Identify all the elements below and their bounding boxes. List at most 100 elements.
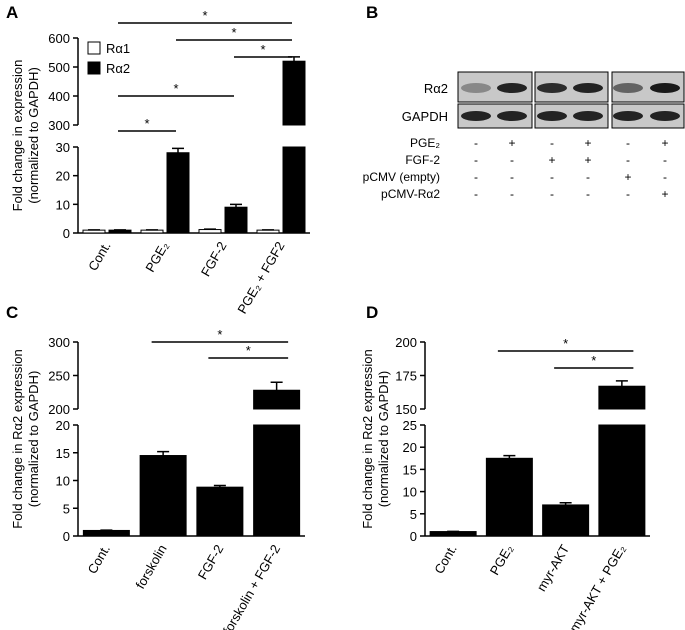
condition-sign: - (474, 170, 478, 184)
error-bar (230, 203, 242, 208)
y-tick-label: 0 (63, 529, 70, 544)
blot-band (461, 83, 491, 93)
blot-band (573, 83, 603, 93)
blot-band (537, 111, 567, 121)
y-tick-label: 0 (63, 226, 70, 241)
bar (253, 424, 301, 537)
condition-sign: - (626, 136, 630, 150)
y-tick-label: 30 (56, 140, 70, 155)
legend-label: Rα1 (106, 41, 130, 56)
x-tick-label: Cont. (431, 542, 460, 576)
bar (598, 424, 646, 537)
significance-label: * (202, 8, 207, 23)
y-tick-label: 5 (63, 501, 70, 516)
condition-sign: + (584, 136, 591, 150)
y-tick-label: 10 (56, 197, 70, 212)
error-bar (559, 501, 572, 505)
panel-letter: D (366, 303, 378, 322)
condition-sign: - (663, 153, 667, 167)
y-tick-label: 250 (48, 369, 70, 384)
y-tick-label: 15 (403, 462, 417, 477)
y-tick-label: 300 (48, 118, 70, 133)
bar (542, 504, 590, 537)
x-tick-label: FGF-2 (198, 239, 230, 279)
error-bar (157, 450, 170, 456)
y-tick-label: 0 (410, 529, 417, 544)
x-tick-label: Cont. (85, 239, 114, 273)
significance-label: * (231, 25, 236, 40)
x-tick-label: PGE₂ (487, 542, 516, 578)
bar (139, 455, 187, 537)
condition-sign: - (586, 170, 590, 184)
bar (282, 146, 306, 234)
x-tick-label: myr-AKT + PGE₂ (566, 542, 628, 630)
x-tick-label: forskolin (133, 542, 170, 591)
blot-frame (457, 71, 533, 103)
condition-sign: + (661, 136, 668, 150)
blot-band (650, 111, 680, 121)
panel-letter: C (6, 303, 18, 322)
significance-label: * (217, 327, 222, 342)
condition-sign: - (474, 136, 478, 150)
y-tick-label: 175 (395, 369, 417, 384)
bar (198, 229, 222, 234)
y-axis-label: (normalized to GAPDH) (26, 371, 41, 508)
condition-label: pCMV (empty) (363, 170, 440, 184)
condition-sign: - (663, 170, 667, 184)
y-axis-label: Fold change in Rα2 expression (10, 349, 25, 529)
y-tick-label: 200 (395, 335, 417, 350)
y-tick-label: 150 (395, 402, 417, 417)
condition-sign: + (548, 153, 555, 167)
blot-band (650, 83, 680, 93)
condition-sign: + (661, 187, 668, 201)
y-tick-label: 20 (403, 440, 417, 455)
significance-label: * (260, 42, 265, 57)
y-tick-label: 20 (56, 418, 70, 433)
x-tick-label: forskolin + FGF-2 (220, 542, 283, 630)
blot-band (613, 83, 643, 93)
condition-label: pCMV-Rα2 (381, 187, 440, 201)
x-tick-label: PGE₂ + FGF2 (234, 239, 287, 316)
condition-sign: + (508, 136, 515, 150)
y-tick-label: 20 (56, 169, 70, 184)
bar (224, 206, 248, 234)
bar (598, 385, 646, 410)
bar (196, 486, 244, 537)
error-bar (213, 484, 226, 488)
y-tick-label: 600 (48, 31, 70, 46)
panel-letter: A (6, 3, 18, 22)
y-axis-label: Fold change in Rα2 expression (360, 349, 375, 529)
condition-sign: - (550, 136, 554, 150)
condition-sign: - (550, 170, 554, 184)
blot-band (537, 83, 567, 93)
y-axis-label: (normalized to GAPDH) (376, 371, 391, 508)
condition-sign: - (510, 170, 514, 184)
error-bar (270, 381, 283, 391)
y-tick-label: 500 (48, 60, 70, 75)
condition-sign: + (584, 153, 591, 167)
condition-sign: - (510, 187, 514, 201)
legend-swatch (87, 41, 101, 55)
blot-band (497, 111, 527, 121)
bar (282, 60, 306, 126)
y-tick-label: 15 (56, 446, 70, 461)
panel-letter: B (366, 3, 378, 22)
condition-sign: - (550, 187, 554, 201)
y-tick-label: 25 (403, 418, 417, 433)
blot-row-label: Rα2 (424, 81, 448, 96)
blot-row-label: GAPDH (402, 109, 448, 124)
bar (485, 457, 533, 537)
legend-swatch (87, 61, 101, 75)
significance-label: * (591, 353, 596, 368)
condition-sign: - (474, 187, 478, 201)
condition-label: PGE₂ (410, 136, 440, 150)
condition-sign: - (626, 153, 630, 167)
error-bar (615, 380, 628, 387)
y-tick-label: 10 (403, 485, 417, 500)
significance-label: * (144, 116, 149, 131)
condition-sign: - (474, 153, 478, 167)
blot-band (613, 111, 643, 121)
x-tick-label: FGF-2 (195, 542, 227, 582)
condition-label: FGF-2 (405, 153, 440, 167)
